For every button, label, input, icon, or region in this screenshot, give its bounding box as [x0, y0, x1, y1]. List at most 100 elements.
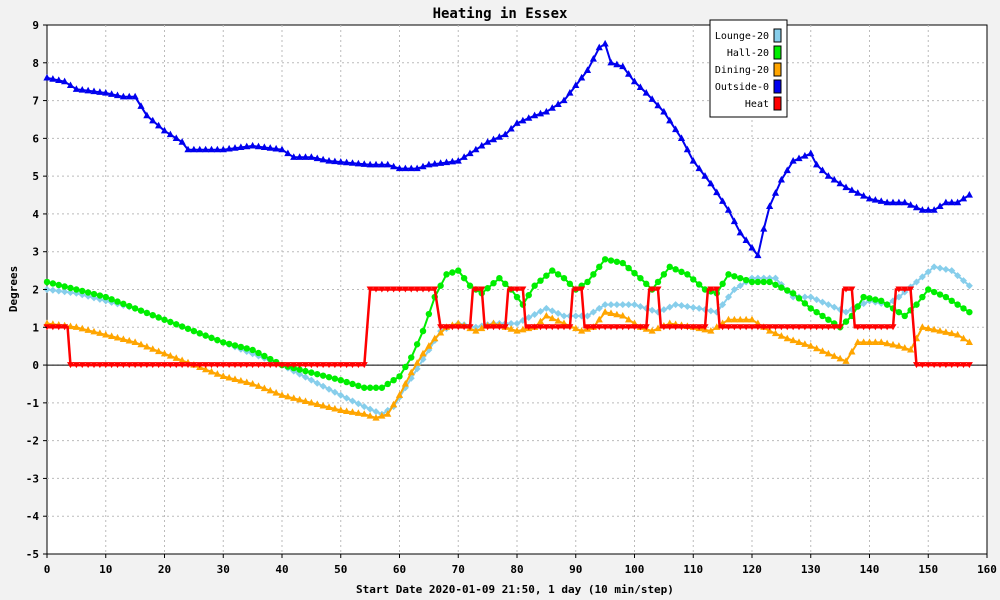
data-point — [307, 362, 315, 369]
data-point — [689, 303, 697, 311]
data-point — [666, 324, 674, 331]
data-point — [331, 404, 339, 412]
data-point — [601, 301, 609, 309]
y-tick-label: -5 — [26, 548, 39, 561]
data-point — [507, 286, 515, 293]
y-tick-label: 5 — [32, 170, 39, 183]
data-point — [507, 124, 515, 132]
data-point — [61, 77, 69, 85]
data-point — [901, 198, 909, 206]
data-point — [402, 363, 409, 371]
data-point — [819, 298, 826, 306]
data-point — [936, 327, 944, 334]
data-point — [72, 85, 80, 92]
data-point — [431, 160, 439, 167]
data-point — [166, 130, 174, 138]
y-tick-label: -2 — [26, 435, 39, 448]
data-point — [813, 160, 821, 168]
data-point — [213, 370, 221, 377]
data-point — [196, 362, 204, 369]
data-point — [313, 379, 321, 387]
legend-swatch — [773, 45, 782, 60]
data-point — [678, 302, 685, 310]
data-point — [613, 324, 621, 331]
data-point — [143, 342, 151, 350]
data-point — [278, 145, 286, 153]
x-tick-label: 80 — [510, 563, 523, 576]
data-point — [313, 400, 321, 407]
legend-entry-label: Lounge-20 — [715, 31, 769, 42]
data-point — [448, 157, 456, 165]
data-point — [824, 172, 832, 179]
data-point — [249, 362, 257, 369]
data-point — [348, 159, 357, 166]
data-point — [654, 101, 662, 109]
data-point — [108, 90, 116, 97]
data-point — [560, 324, 568, 331]
data-point — [613, 301, 621, 309]
data-point — [449, 269, 456, 276]
data-point — [343, 407, 351, 414]
data-point — [254, 382, 263, 389]
data-point — [243, 362, 251, 369]
data-point — [354, 409, 362, 416]
data-point — [96, 362, 104, 369]
data-point — [572, 324, 580, 332]
data-point — [55, 76, 63, 84]
x-tick-label: 70 — [452, 563, 465, 576]
x-tick-label: 10 — [99, 563, 112, 576]
data-point — [619, 62, 627, 70]
data-point — [431, 286, 439, 293]
data-point — [554, 324, 562, 331]
y-tick-label: 4 — [32, 208, 39, 221]
data-point — [742, 276, 750, 284]
data-point — [942, 198, 950, 206]
data-point — [595, 43, 603, 51]
data-point — [155, 314, 162, 321]
data-point — [79, 287, 86, 295]
data-point — [61, 283, 68, 290]
data-point — [325, 403, 333, 410]
data-point — [220, 339, 227, 346]
data-point — [713, 188, 721, 196]
data-point — [542, 107, 550, 115]
data-point — [489, 135, 498, 143]
data-point — [848, 186, 856, 193]
data-point — [860, 191, 868, 199]
data-point — [836, 354, 844, 362]
data-point — [161, 316, 168, 323]
data-point — [766, 278, 773, 286]
data-point — [349, 380, 356, 388]
data-point — [319, 372, 327, 379]
data-point — [525, 324, 533, 331]
data-point — [90, 327, 98, 335]
data-point — [554, 271, 562, 278]
data-point — [590, 271, 597, 278]
data-point — [296, 395, 304, 403]
data-point — [296, 370, 304, 378]
data-point — [484, 285, 491, 292]
data-point — [525, 313, 533, 321]
data-point — [55, 287, 63, 295]
data-point — [448, 324, 456, 331]
data-point — [407, 164, 415, 172]
data-point — [413, 341, 421, 348]
data-point — [936, 264, 944, 272]
data-point — [178, 362, 186, 369]
data-point — [625, 264, 632, 272]
data-point — [848, 286, 856, 293]
x-tick-label: 140 — [860, 563, 880, 576]
data-point — [660, 324, 668, 331]
data-point — [619, 259, 626, 267]
data-point — [249, 141, 257, 149]
data-point — [836, 324, 844, 331]
y-tick-label: 3 — [32, 246, 39, 259]
data-point — [695, 281, 703, 288]
data-point — [302, 367, 309, 375]
y-tick-label: 8 — [32, 57, 39, 70]
data-point — [889, 198, 897, 206]
data-point — [166, 352, 174, 359]
data-point — [689, 324, 697, 331]
data-point — [290, 153, 298, 160]
data-point — [601, 324, 609, 331]
